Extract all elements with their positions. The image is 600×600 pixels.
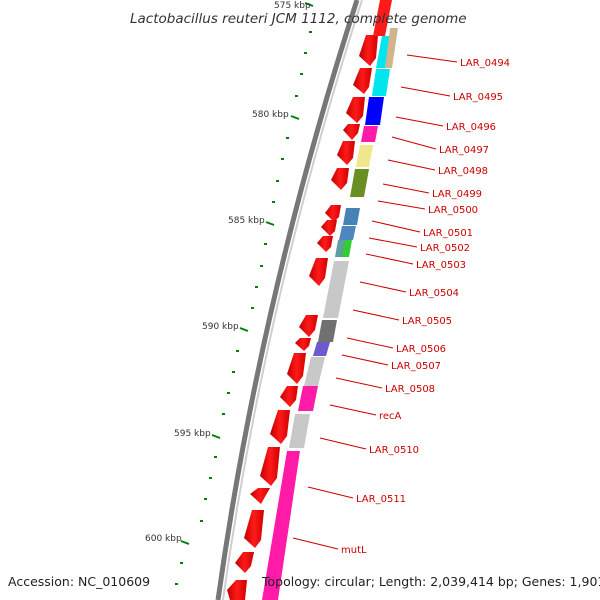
gene-block[interactable] — [339, 226, 356, 240]
gene-label[interactable]: LAR_0498 — [438, 166, 488, 177]
gene-arrow[interactable] — [353, 68, 372, 94]
gene-arrow[interactable] — [346, 97, 365, 123]
gene-labels: LAR_0494 LAR_0495 LAR_0496 LAR_0497 LAR_… — [341, 58, 510, 556]
gene-block[interactable] — [323, 261, 349, 318]
gene-label[interactable]: LAR_0494 — [460, 58, 510, 69]
gene-label[interactable]: LAR_0502 — [420, 243, 470, 254]
gene-block[interactable] — [318, 320, 337, 342]
gene-label[interactable]: mutL — [341, 545, 367, 556]
tick-label-590: 590 kbp — [202, 322, 239, 332]
gene-label[interactable]: LAR_0511 — [356, 494, 406, 505]
gene-block[interactable] — [313, 342, 330, 356]
gene-block[interactable] — [372, 69, 390, 96]
gene-label[interactable]: LAR_0506 — [396, 344, 446, 355]
major-tick — [290, 115, 300, 120]
gene-block[interactable] — [361, 126, 378, 142]
gene-arrow[interactable] — [280, 386, 298, 407]
gene-block[interactable] — [385, 28, 398, 68]
gene-label[interactable]: LAR_0496 — [446, 122, 496, 133]
gene-block[interactable] — [342, 240, 352, 257]
gene-block[interactable] — [356, 145, 373, 167]
map-title: Lactobacillus reuteri JCM 1112, complete… — [130, 11, 467, 27]
tick-label-600: 600 kbp — [145, 534, 182, 544]
topology-text: Topology: circular; Length: 2,039,414 bp… — [261, 574, 600, 589]
gene-arrow[interactable] — [295, 338, 311, 351]
gene-label[interactable]: LAR_0510 — [369, 445, 419, 456]
major-tick — [239, 327, 249, 332]
gene-label[interactable]: LAR_0495 — [453, 92, 503, 103]
gene-label[interactable]: LAR_0507 — [391, 361, 441, 372]
gene-block[interactable] — [304, 357, 325, 386]
gene-label[interactable]: LAR_0499 — [432, 189, 482, 200]
position-ticks — [180, 2, 314, 545]
gene-arrow[interactable] — [331, 168, 349, 190]
gene-label[interactable]: LAR_0501 — [423, 228, 473, 239]
gene-label[interactable]: LAR_0503 — [416, 260, 466, 271]
accession-text: Accession: NC_010609 — [8, 574, 150, 589]
tick-label-575: 575 kbp — [274, 1, 311, 11]
gene-arrow[interactable] — [244, 510, 264, 548]
gene-block[interactable] — [343, 208, 360, 225]
gene-arrow[interactable] — [309, 258, 328, 286]
gene-block[interactable] — [289, 414, 310, 448]
gene-block[interactable] — [262, 451, 300, 600]
gene-block[interactable] — [365, 97, 384, 125]
minor-ticks — [175, 31, 312, 585]
gene-arrow[interactable] — [359, 35, 378, 66]
tick-labels: 575 kbp 580 kbp 585 kbp 590 kbp 595 kbp … — [145, 1, 311, 544]
major-tick — [265, 221, 275, 226]
gene-label[interactable]: LAR_0500 — [428, 205, 478, 216]
gene-label[interactable]: LAR_0504 — [409, 288, 459, 299]
gene-arrow[interactable] — [227, 580, 247, 600]
gene-arrow[interactable] — [299, 315, 318, 337]
genome-backbone-highlight — [222, 0, 363, 600]
major-tick — [304, 2, 314, 7]
genome-backbone-ring — [215, 0, 360, 600]
gene-arrow[interactable] — [343, 124, 360, 140]
forward-gene-track — [227, 35, 378, 600]
gene-arrow[interactable] — [325, 205, 341, 222]
tick-label-580: 580 kbp — [252, 110, 289, 120]
tick-label-585: 585 kbp — [228, 216, 265, 226]
gene-arrow[interactable] — [317, 236, 333, 252]
gene-label[interactable]: recA — [379, 411, 402, 422]
gene-arrow[interactable] — [235, 552, 254, 573]
major-tick — [211, 434, 221, 439]
gene-label[interactable]: LAR_0508 — [385, 384, 435, 395]
category-track — [262, 0, 398, 600]
gene-arrow[interactable] — [270, 410, 290, 444]
gene-arrow[interactable] — [321, 220, 337, 236]
tick-label-595: 595 kbp — [174, 429, 211, 439]
gene-arrow[interactable] — [337, 141, 355, 165]
gene-arrow[interactable] — [260, 447, 280, 486]
label-leaders — [292, 54, 458, 550]
gene-block[interactable] — [373, 0, 392, 36]
gene-arrow[interactable] — [287, 353, 306, 384]
gene-arrow[interactable] — [250, 488, 270, 504]
gene-label[interactable]: LAR_0505 — [402, 316, 452, 327]
gene-block[interactable] — [298, 386, 318, 411]
gene-label[interactable]: LAR_0497 — [439, 145, 489, 156]
gene-block[interactable] — [350, 169, 369, 197]
major-tick — [180, 540, 190, 545]
